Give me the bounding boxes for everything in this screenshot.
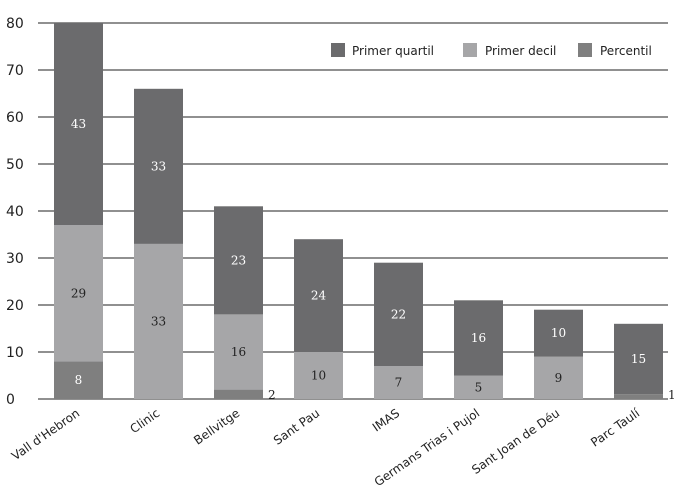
legend-label: Primer quartil: [352, 44, 434, 58]
x-tick-label: Sant Joan de Déu: [469, 406, 562, 477]
bar-segment: [214, 389, 263, 399]
y-tick-label: 50: [6, 157, 24, 173]
bar-value-label: 33: [151, 314, 166, 328]
x-axis-ticks: Vall d'Hebron Clinic Bellvitge Sant Pau IMAS…: [9, 406, 643, 490]
bar-segment: [54, 361, 103, 399]
bars: [54, 23, 663, 399]
legend: Primer quartil Primer decil Percentil: [331, 43, 652, 58]
y-tick-label: 40: [6, 204, 24, 220]
x-tick-label: Parc Taulí: [588, 406, 643, 450]
bar-value-label: 9: [555, 371, 563, 385]
legend-swatch: [463, 43, 477, 57]
bar-value-label: 15: [631, 352, 646, 366]
legend-swatch: [578, 43, 592, 57]
bar-segment: [294, 239, 343, 352]
y-tick-label: 30: [6, 251, 24, 267]
y-tick-label: 0: [6, 392, 15, 408]
bar-segment: [54, 23, 103, 226]
x-tick-label: Vall d'Hebron: [9, 406, 82, 463]
x-tick-label: Bellvitge: [191, 406, 242, 448]
y-tick-label: 80: [6, 16, 24, 32]
bar-value-label: 29: [71, 286, 86, 300]
bar-value-label: 5: [475, 380, 483, 394]
bar-value-label: 7: [395, 376, 403, 390]
y-tick-label: 20: [6, 298, 24, 314]
legend-label: Primer decil: [485, 44, 556, 58]
bar-value-label: 33: [151, 159, 166, 173]
x-tick-label: Sant Pau: [271, 406, 322, 448]
bar-segment: [374, 262, 423, 367]
bar-value-label: 2: [268, 388, 276, 402]
y-tick-label: 10: [6, 345, 24, 361]
bar-value-label: 24: [311, 289, 327, 303]
bar-segment: [534, 356, 583, 399]
bar-value-label: 10: [551, 326, 566, 340]
bar-value-label: 22: [391, 307, 406, 321]
y-tick-label: 70: [6, 63, 24, 79]
bar-segment: [374, 366, 423, 399]
bar-value-label: 43: [71, 117, 86, 131]
bar-segment: [454, 375, 503, 399]
legend-swatch: [331, 43, 345, 57]
y-axis-ticks: 0 10 20 30 40 50 60 70 80: [6, 16, 24, 408]
bar-segment: [454, 300, 503, 376]
bar-segment: [614, 323, 663, 395]
legend-label: Percentil: [600, 44, 652, 58]
y-tick-label: 60: [6, 110, 24, 126]
bar-value-label: 16: [231, 345, 246, 359]
bar-value-label: 1: [668, 388, 676, 402]
bar-segment: [134, 243, 183, 399]
bar-value-labels: 8 29 43 33 33 2 16 23 10 24 7 22 5 16 9 10 1 15: [71, 117, 676, 402]
x-tick-label: IMAS: [370, 406, 402, 435]
bar-segment: [134, 88, 183, 244]
bar-value-label: 10: [311, 369, 326, 383]
bar-segment: [294, 352, 343, 399]
bar-segment: [54, 225, 103, 362]
bar-segment: [214, 314, 263, 390]
bar-segment: [214, 206, 263, 315]
bar-value-label: 23: [231, 253, 246, 267]
bar-segment: [614, 394, 663, 399]
x-tick-label: Clinic: [127, 406, 162, 436]
bar-segment: [534, 309, 583, 357]
bar-value-label: 8: [75, 373, 83, 387]
bar-value-label: 16: [471, 331, 486, 345]
